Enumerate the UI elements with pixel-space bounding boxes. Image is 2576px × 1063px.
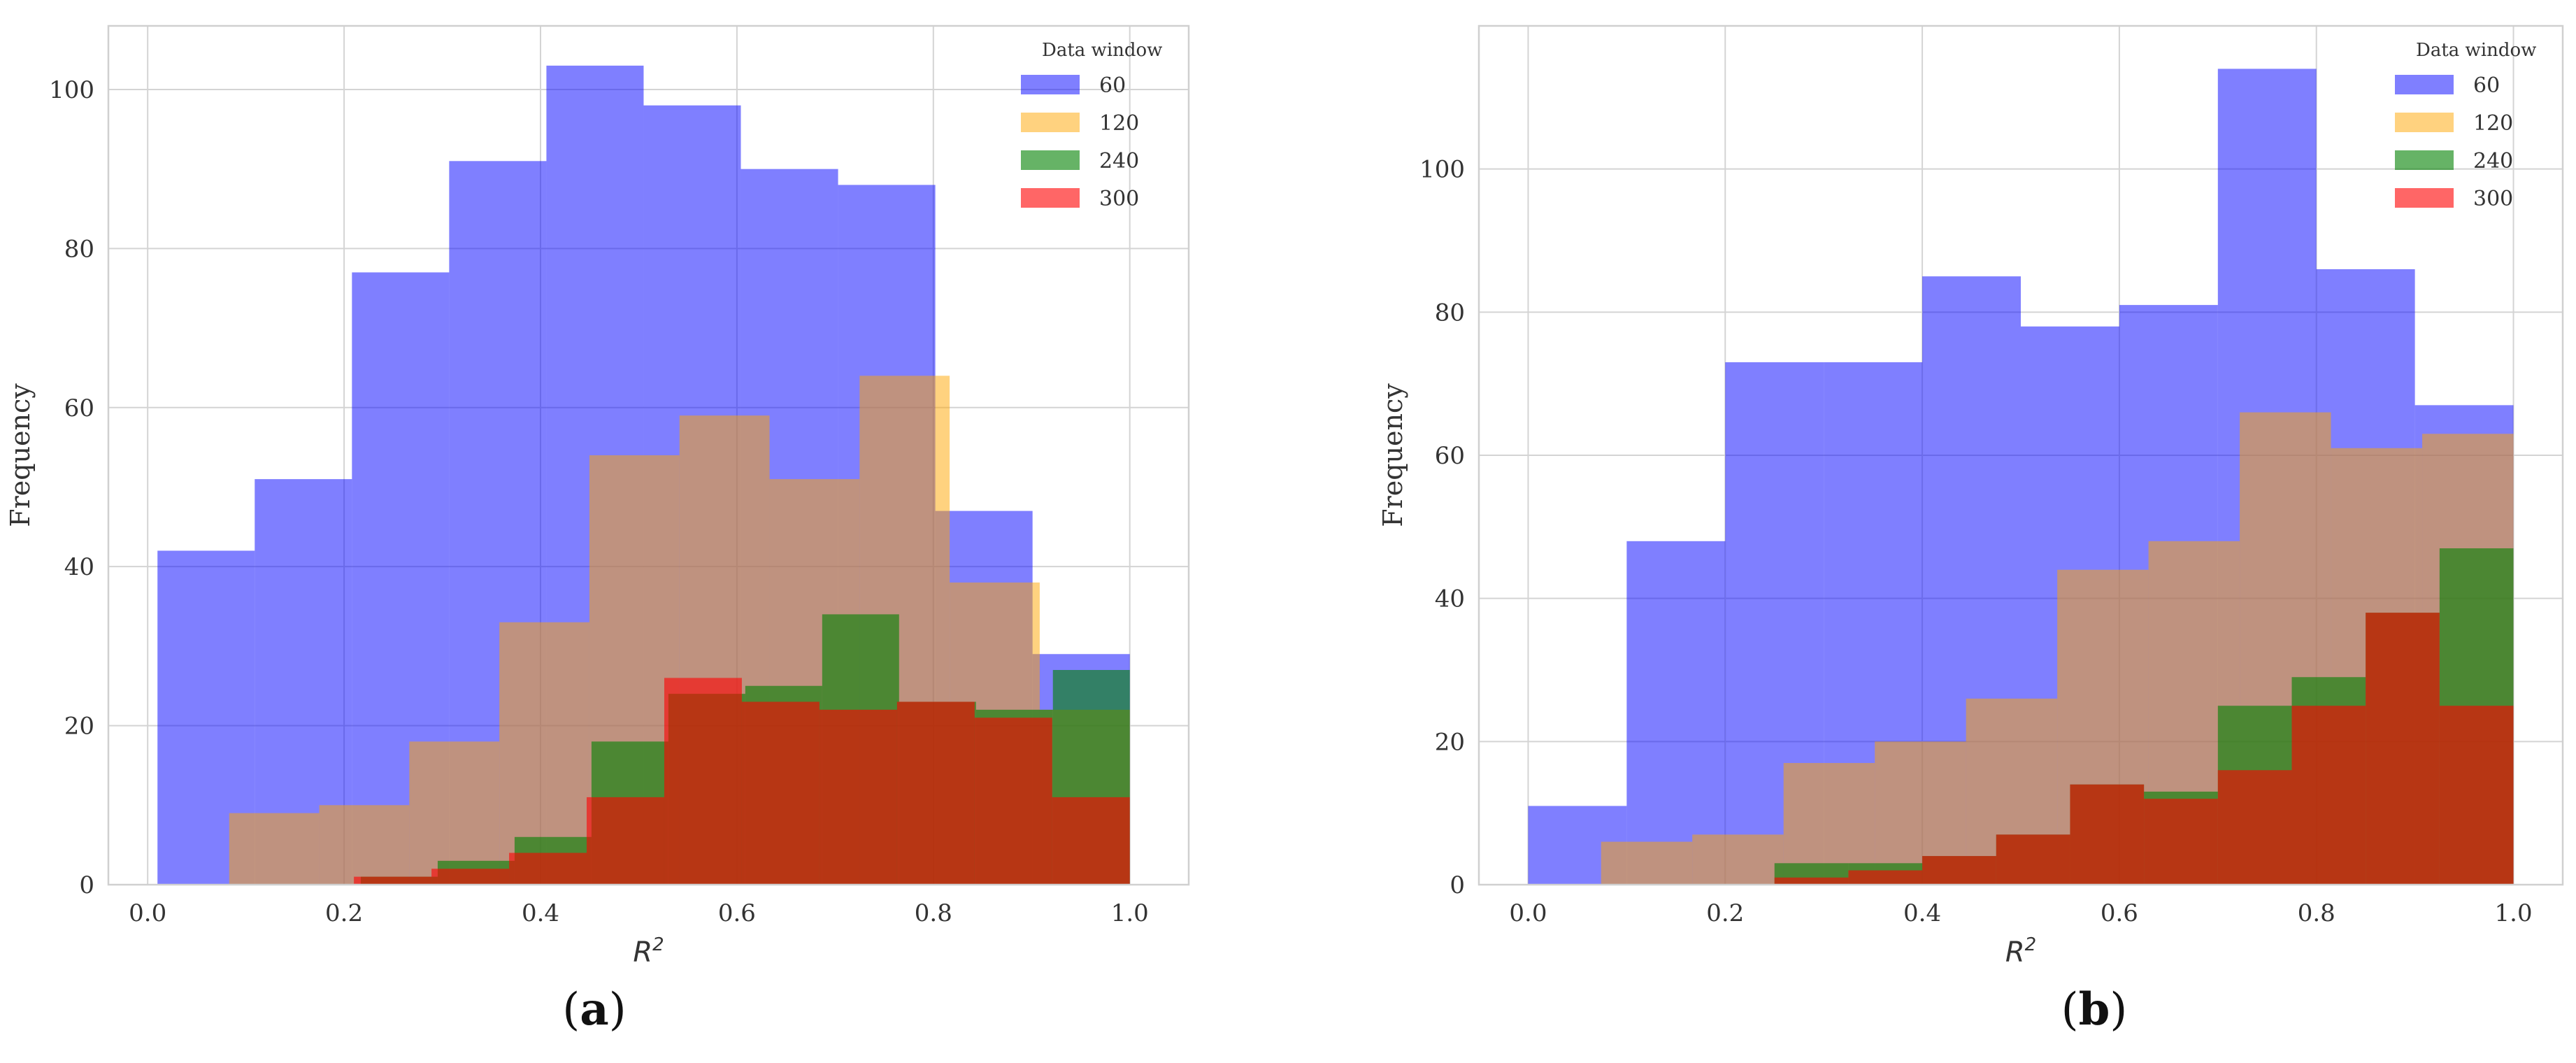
histogram-bar	[2366, 613, 2440, 885]
legend-label: 300	[1099, 187, 1139, 211]
panel-label-open: (	[2061, 984, 2079, 1036]
x-axis-label: R2	[2005, 934, 2036, 969]
histogram-bar	[741, 701, 820, 885]
y-axis-label: Frequency	[5, 383, 36, 527]
histogram-bar	[2291, 706, 2366, 885]
x-tick-label: 1.0	[2495, 899, 2533, 927]
histogram-bar	[509, 852, 587, 885]
x-tick-label: 0.0	[129, 899, 166, 927]
legend: Data window 60 120 240 300	[1021, 40, 1162, 211]
plot-frame	[1477, 24, 2564, 886]
y-tick-label: 80	[1435, 299, 1465, 327]
histogram-bar	[1848, 870, 1923, 885]
y-tick-label: 0	[1450, 871, 1465, 899]
panel-label: (a)	[562, 983, 626, 1036]
histogram-bar	[1052, 797, 1130, 885]
y-tick-label: 20	[64, 713, 94, 741]
y-tick-label: 40	[1435, 585, 1465, 613]
y-axis-label: Frequency	[1378, 383, 1408, 527]
legend-swatch	[2395, 188, 2454, 208]
panel-label-close: )	[609, 984, 627, 1036]
y-tick-label: 0	[79, 871, 94, 899]
histogram-bar	[229, 813, 320, 885]
histogram-bar	[1601, 841, 1693, 885]
legend-swatch	[1021, 113, 1080, 132]
chart-panel-b: 0.0 0.2 0.4 0.6 0.8 1.0 0 20 40 60 80 100 R2 Frequenc…	[1378, 24, 2564, 1036]
legend-swatch	[2395, 75, 2454, 94]
x-tick-label: 0.0	[1509, 899, 1547, 927]
y-tick-label: 40	[64, 553, 94, 581]
histogram-bar	[2439, 706, 2514, 885]
legend-label: 120	[1099, 111, 1139, 136]
panel-label-close: )	[2110, 984, 2127, 1036]
histogram-bar	[431, 869, 510, 885]
chart-panel-a: 0.0 0.2 0.4 0.6 0.8 1.0 0 20 40 60 80 100 R2 Frequenc…	[5, 24, 1190, 1036]
legend-label: 300	[2473, 187, 2513, 211]
histogram-bar	[1996, 834, 2070, 885]
histogram-bar	[1922, 856, 1996, 885]
x-axis-label-superscript: 2	[2025, 934, 2037, 955]
legend: Data window 60 120 240 300	[2395, 40, 2536, 211]
histogram-bar	[2217, 770, 2292, 885]
legend-swatch	[1021, 75, 1080, 94]
y-tick-label: 20	[1435, 728, 1465, 756]
histogram-bar	[1626, 541, 1726, 885]
y-tick-label: 60	[64, 394, 94, 422]
x-tick-label: 0.2	[1706, 899, 1744, 927]
legend-label: 60	[1099, 73, 1126, 98]
legend-title: Data window	[2416, 40, 2536, 61]
x-tick-label: 0.6	[2101, 899, 2138, 927]
legend-swatch	[1021, 188, 1080, 208]
y-tick-label: 80	[64, 235, 94, 263]
histogram-bar	[2144, 799, 2218, 885]
panel-label: (b)	[2061, 983, 2128, 1036]
x-axis-label-base: R	[2005, 936, 2025, 969]
x-tick-label: 0.8	[2298, 899, 2335, 927]
x-tick-label: 0.2	[325, 899, 363, 927]
panel-label-letter: b	[2079, 983, 2110, 1036]
x-axis-label-base: R	[633, 936, 652, 969]
legend-label: 240	[1099, 149, 1139, 173]
series-300	[354, 678, 1130, 885]
legend-swatch	[1021, 150, 1080, 170]
x-tick-label: 1.0	[1111, 899, 1149, 927]
x-tick-label: 0.4	[1903, 899, 1941, 927]
legend-label: 120	[2473, 111, 2513, 136]
plot-frame	[107, 24, 1190, 886]
histogram-bar	[819, 709, 897, 885]
histogram-bar	[896, 701, 975, 885]
histogram-bar	[354, 876, 432, 885]
legend-label: 240	[2473, 149, 2513, 173]
histogram-bar	[2070, 784, 2145, 885]
histogram-bar	[1692, 834, 1784, 885]
histogram-bar	[319, 805, 410, 885]
x-axis-label: R2	[633, 934, 664, 969]
legend-title: Data window	[1042, 40, 1162, 61]
histogram-bar	[587, 797, 664, 885]
x-tick-label: 0.8	[915, 899, 952, 927]
legend-label: 60	[2473, 73, 2500, 98]
legend-swatch	[2395, 113, 2454, 132]
panel-label-open: (	[562, 984, 580, 1036]
panel-label-letter: a	[580, 983, 608, 1036]
x-tick-label: 0.6	[718, 899, 756, 927]
x-tick-label: 0.4	[522, 899, 559, 927]
y-tick-label: 60	[1435, 442, 1465, 470]
histogram-bar	[664, 678, 742, 885]
y-tick-label: 100	[49, 76, 94, 104]
x-axis-label-superscript: 2	[652, 934, 664, 955]
series-300	[1774, 613, 2514, 885]
y-tick-label: 100	[1419, 156, 1465, 184]
legend-swatch	[2395, 150, 2454, 170]
histogram-bar	[1774, 877, 1849, 885]
histogram-bar	[974, 718, 1052, 885]
